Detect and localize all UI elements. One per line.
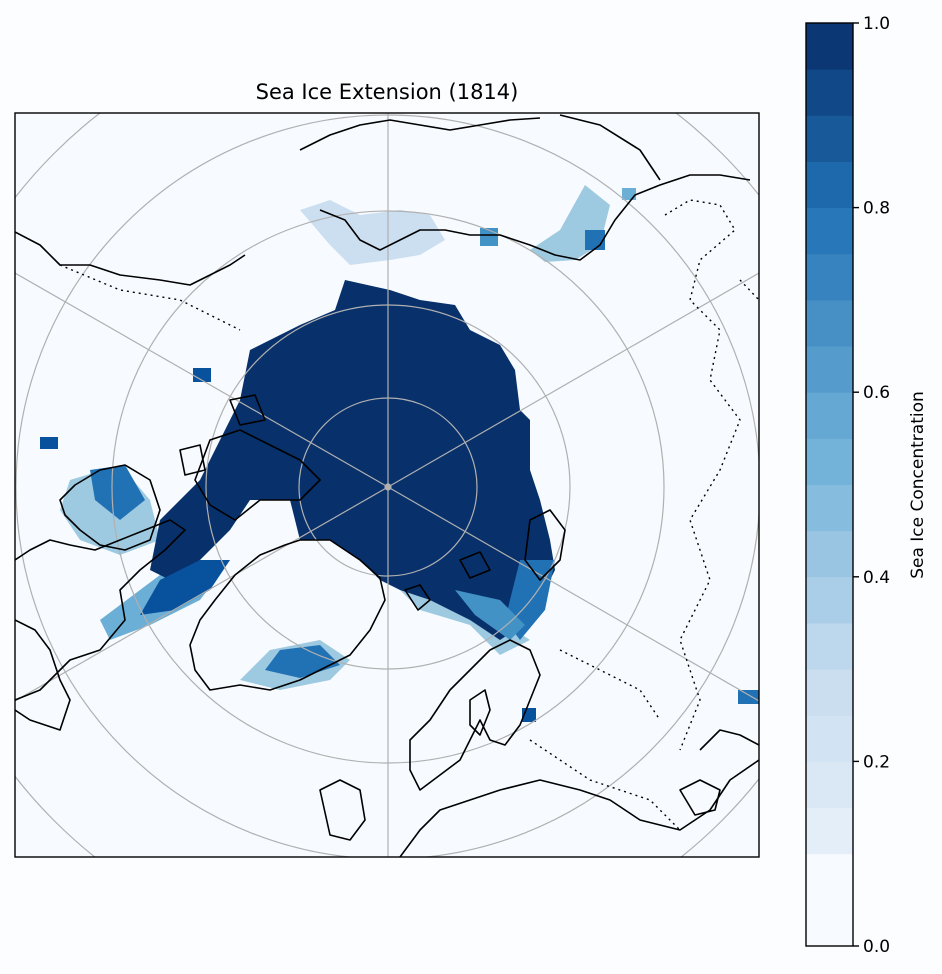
colorbar-bands: [806, 23, 853, 947]
colorbar-tick-label: 0.8: [863, 199, 890, 219]
colorbar-ticks: 0.0 0.2 0.4 0.6 0.8 1.0: [853, 14, 890, 957]
colorbar-band: [806, 761, 853, 809]
colorbar-band: [806, 299, 853, 347]
colorbar-band: [806, 530, 853, 578]
map-panel: [14, 112, 760, 858]
map-gridlines: [15, 113, 759, 857]
colorbar-band: [806, 715, 853, 762]
map-title: Sea Ice Extension (1814): [256, 80, 519, 104]
colorbar-band: [806, 23, 853, 70]
colorbar-band: [806, 161, 853, 209]
colorbar-label: Sea Ice Concentration: [908, 391, 928, 579]
colorbar-tick-label: 1.0: [863, 14, 890, 34]
political-borders: [59, 199, 759, 831]
sea-ice-field: [40, 185, 759, 722]
map-frame: [14, 112, 760, 858]
coastlines: [15, 114, 759, 857]
colorbar: 0.0 0.2 0.4 0.6 0.8 1.0 Sea Ice Concentration: [805, 14, 928, 957]
colorbar-band: [806, 807, 853, 855]
colorbar-band: [806, 253, 853, 301]
colorbar-band: [806, 622, 853, 670]
colorbar-tick-label: 0.2: [863, 752, 890, 772]
colorbar-band: [806, 69, 853, 116]
colorbar-band: [806, 576, 853, 624]
colorbar-band: [806, 853, 853, 901]
colorbar-band: [806, 392, 853, 439]
colorbar-band: [806, 899, 853, 947]
colorbar-tick-label: 0.4: [863, 568, 890, 588]
colorbar-tick-label: 0.0: [863, 937, 890, 957]
colorbar-band: [806, 484, 853, 532]
colorbar-band: [806, 438, 853, 485]
colorbar-frame: [805, 22, 854, 947]
colorbar-tick-label: 0.6: [863, 383, 890, 403]
colorbar-band: [806, 207, 853, 255]
colorbar-band: [806, 669, 853, 716]
colorbar-band: [806, 115, 853, 162]
colorbar-band: [806, 346, 853, 393]
